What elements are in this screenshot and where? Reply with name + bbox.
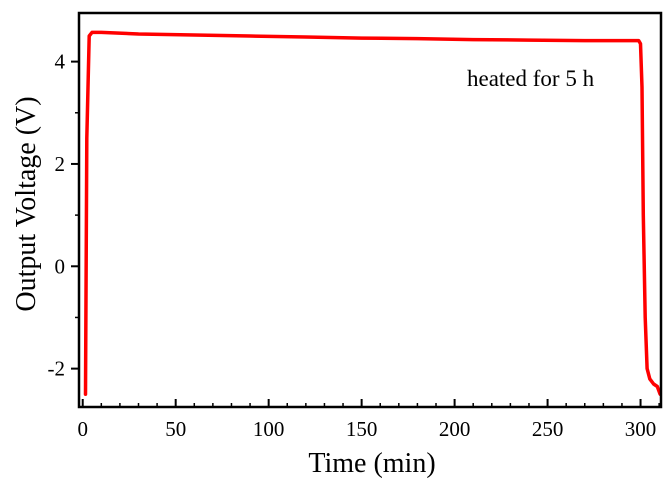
y-tick-label: 0 xyxy=(55,254,66,278)
annotation-text: heated for 5 h xyxy=(467,66,595,91)
axis-ticks xyxy=(71,60,660,407)
x-tick-label: 300 xyxy=(625,417,657,441)
plot-frame xyxy=(77,11,663,409)
x-tick-label: 150 xyxy=(346,417,378,441)
x-tick-label: 100 xyxy=(253,417,285,441)
y-tick-label: 4 xyxy=(55,50,66,74)
y-tick-label: 2 xyxy=(55,152,66,176)
tick-labels: 0 50 100 150 200 250 300 -2 0 2 4 xyxy=(48,50,657,441)
x-tick-label: 50 xyxy=(165,417,186,441)
series-group xyxy=(83,30,662,396)
x-tick-label: 200 xyxy=(439,417,471,441)
y-axis-title: Output Voltage (V) xyxy=(11,96,42,311)
x-axis-title: Time (min) xyxy=(308,448,435,479)
x-tick-label: 250 xyxy=(532,417,564,441)
y-tick-label: -2 xyxy=(48,357,66,381)
voltage-series-line xyxy=(83,30,662,396)
x-tick-label: 0 xyxy=(77,417,88,441)
